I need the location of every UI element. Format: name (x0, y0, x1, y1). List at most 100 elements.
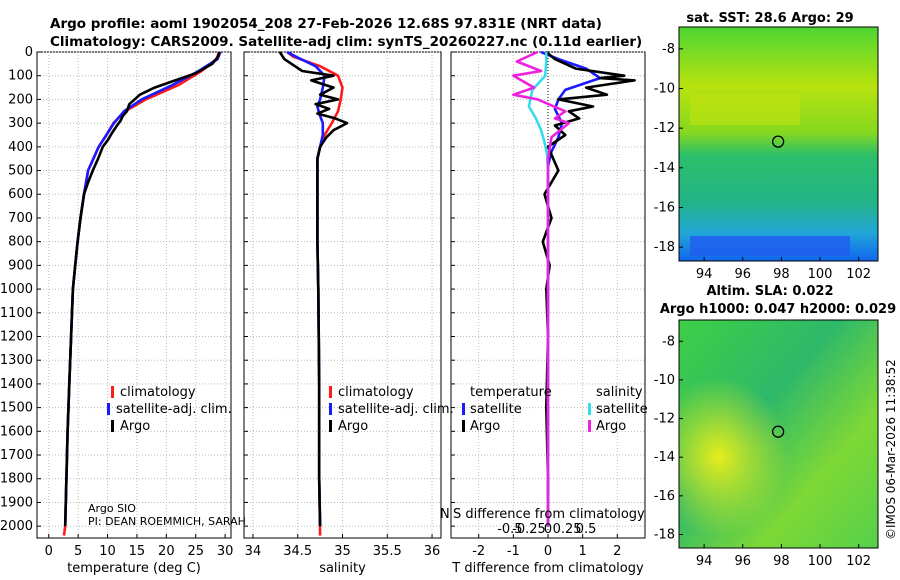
legend-swatch-temp-satellite (462, 403, 465, 415)
ytick-label: 1000 (0, 282, 33, 297)
xtick-label: 1 (579, 544, 587, 559)
ytick-label: 1300 (0, 353, 33, 368)
s-diff-tick-label: -0.25 (512, 522, 546, 537)
legend-label-satellite: satellite-adj. clim. (116, 402, 232, 417)
pi-note: PI: DEAN ROEMMICH, SARAH (88, 515, 246, 528)
xtick-label: 36 (424, 544, 441, 559)
s-diff-tick-label: 0.5 (576, 522, 597, 537)
xtick-label: 10 (99, 544, 116, 559)
xtick-label: 25 (187, 544, 204, 559)
xtick-label: 2 (613, 544, 621, 559)
xtick-label: 15 (129, 544, 146, 559)
ytick-label: 200 (8, 92, 33, 107)
legend-swatch-satellite (329, 403, 332, 415)
legend-label-satellite: satellite-adj. clim. (338, 402, 454, 417)
ytick-label: 500 (8, 164, 33, 179)
sla-map-title1: Altim. SLA: 0.022 (707, 284, 834, 299)
xtick-label: 35 (334, 544, 351, 559)
legend-label-temp-argo: Argo (470, 419, 500, 434)
lat-tick-label: -16 (654, 200, 675, 215)
series-line-temperature-argo (541, 51, 636, 527)
temperature-legend: climatology satellite-adj. clim. Argo (107, 385, 232, 434)
lat-tick-label: -14 (654, 450, 675, 465)
ytick-label: 1100 (0, 306, 33, 321)
lat-tick-label: -12 (654, 412, 675, 427)
difference-panel: -2 -1 0 1 2 T difference from climatology (450, 51, 646, 576)
figure-title-line2: Climatology: CARS2009. Satellite-adj cli… (50, 34, 642, 50)
legend-swatch-argo (329, 420, 332, 432)
legend-swatch-sal-satellite (588, 403, 591, 415)
s-diff-tick-label: 0 (544, 522, 552, 537)
float-location-marker (771, 135, 785, 148)
lat-tick-label: -18 (654, 240, 675, 255)
legend-swatch-argo (111, 420, 114, 432)
sla-map (679, 320, 878, 548)
legend-swatch-satellite (107, 403, 110, 415)
xtick-label: 20 (158, 544, 175, 559)
sst-cold-band (690, 236, 850, 256)
ytick-label: 1700 (0, 448, 33, 463)
series-line-argo (278, 51, 349, 527)
lat-tick-label: -8 (662, 334, 675, 349)
sst-map-title: sat. SST: 28.6 Argo: 29 (686, 11, 853, 26)
map-axes: -8 -10 -12 -14 -16 -18 94 96 98 100 102 -8 -10 -12 -14… (654, 26, 879, 569)
float-location-marker (771, 425, 785, 438)
legend-title-salinity: salinity (596, 385, 643, 400)
map-frame (678, 319, 879, 549)
legend-swatch-climatology (329, 386, 332, 398)
ytick-label: 1200 (0, 329, 33, 344)
xtick-label: -2 (472, 544, 485, 559)
sst-warm-band (690, 95, 800, 125)
salinity-legend: climatology satellite-adj. clim. Argo (329, 385, 454, 434)
lat-tick-label: -18 (654, 527, 675, 542)
ytick-label: 800 (8, 235, 33, 250)
plot-frame (36, 51, 232, 539)
xtick-label: 34 (245, 544, 262, 559)
lon-tick-label: 96 (734, 267, 751, 282)
xtick-label: -1 (507, 544, 520, 559)
ytick-label: 1500 (0, 401, 33, 416)
lat-tick-label: -10 (654, 81, 675, 96)
ytick-label: 600 (8, 187, 33, 202)
legend-label-climatology: climatology (120, 385, 196, 400)
ytick-label: 900 (8, 258, 33, 273)
argo-sio-note: Argo SIO (88, 502, 136, 515)
map-frame (678, 26, 879, 262)
series-group (62, 51, 222, 536)
lat-tick-label: -8 (662, 42, 675, 57)
figure-title-line1: Argo profile: aoml 1902054_208 27-Feb-20… (50, 16, 602, 32)
lat-tick-label: -10 (654, 373, 675, 388)
ytick-label: 100 (8, 69, 33, 84)
xaxis-label: temperature (deg C) (67, 561, 201, 576)
sla-high-region (679, 320, 878, 548)
series-line-salinity-argo (512, 51, 571, 527)
ytick-label: 0 (25, 45, 33, 60)
series-line-argo (63, 51, 221, 527)
s-diff-label: S difference from climatology (453, 507, 645, 522)
xtick-label: 0 (45, 544, 53, 559)
legend-swatch-sal-argo (588, 420, 591, 432)
ytick-label: 2000 (0, 519, 33, 534)
ytick-label: 700 (8, 211, 33, 226)
sst-field (679, 27, 878, 261)
legend-label-argo: Argo (120, 419, 150, 434)
xaxis-label: salinity (319, 561, 366, 576)
legend-label-sal-argo: Argo (596, 419, 626, 434)
xtick-label: 34.5 (283, 544, 312, 559)
series-group (278, 51, 349, 536)
ytick-label: 1900 (0, 495, 33, 510)
lon-tick-label: 102 (846, 554, 871, 569)
ytick-label: 1400 (0, 377, 33, 392)
salinity-panel: 34 34.5 35 35.5 36 salinity (243, 51, 442, 576)
difference-legend: temperature satellite Argo salinity sate… (462, 385, 648, 434)
series-group (512, 51, 636, 527)
sla-map-title2: Argo h1000: 0.047 h2000: 0.029 (660, 302, 896, 317)
lat-tick-label: -12 (654, 121, 675, 136)
lon-tick-label: 102 (846, 267, 871, 282)
ytick-label: 1800 (0, 472, 33, 487)
legend-label-argo: Argo (338, 419, 368, 434)
imos-credit: ©IMOS 06-Mar-2026 11:38:52 (884, 359, 898, 540)
lon-tick-label: 100 (808, 267, 833, 282)
legend-label-sal-satellite: satellite (596, 402, 648, 417)
